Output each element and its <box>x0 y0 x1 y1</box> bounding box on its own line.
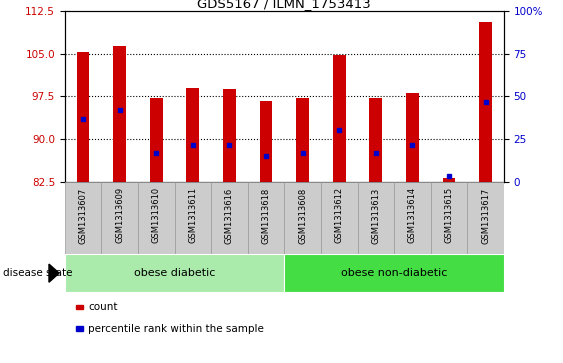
Bar <box>333 55 346 182</box>
Bar <box>150 98 163 182</box>
Bar <box>406 93 419 182</box>
Bar <box>175 182 211 254</box>
Bar <box>284 182 321 254</box>
Bar <box>467 182 504 254</box>
Text: GSM1313613: GSM1313613 <box>372 187 380 244</box>
Bar <box>358 182 394 254</box>
Text: GSM1313614: GSM1313614 <box>408 187 417 244</box>
Bar <box>101 182 138 254</box>
Bar <box>76 305 83 309</box>
Text: GSM1313610: GSM1313610 <box>152 187 160 244</box>
Bar <box>369 98 382 182</box>
Bar <box>260 101 272 182</box>
Text: percentile rank within the sample: percentile rank within the sample <box>88 323 264 334</box>
Bar <box>284 254 504 292</box>
Bar <box>65 182 101 254</box>
Polygon shape <box>49 264 59 282</box>
Bar <box>77 52 90 182</box>
Text: count: count <box>88 302 118 312</box>
Bar <box>65 254 284 292</box>
Title: GDS5167 / ILMN_1753413: GDS5167 / ILMN_1753413 <box>198 0 371 10</box>
Text: GSM1313617: GSM1313617 <box>481 187 490 244</box>
Text: GSM1313612: GSM1313612 <box>335 187 343 244</box>
Text: GSM1313609: GSM1313609 <box>115 187 124 244</box>
Bar <box>431 182 467 254</box>
Bar <box>113 46 126 182</box>
Bar <box>443 178 455 182</box>
Bar <box>321 182 358 254</box>
Text: GSM1313618: GSM1313618 <box>262 187 270 244</box>
Text: GSM1313608: GSM1313608 <box>298 187 307 244</box>
Text: obese diabetic: obese diabetic <box>134 268 215 278</box>
Bar <box>394 182 431 254</box>
Bar <box>479 22 492 182</box>
Bar <box>211 182 248 254</box>
Text: GSM1313607: GSM1313607 <box>79 187 87 244</box>
Text: GSM1313611: GSM1313611 <box>189 187 197 244</box>
Text: obese non-diabetic: obese non-diabetic <box>341 268 447 278</box>
Bar <box>138 182 175 254</box>
Bar <box>248 182 284 254</box>
Text: GSM1313615: GSM1313615 <box>445 187 453 244</box>
Bar <box>223 89 236 182</box>
Text: GSM1313616: GSM1313616 <box>225 187 234 244</box>
Bar <box>296 98 309 182</box>
Bar <box>186 87 199 182</box>
Bar <box>76 326 83 331</box>
Text: disease state: disease state <box>3 268 72 278</box>
